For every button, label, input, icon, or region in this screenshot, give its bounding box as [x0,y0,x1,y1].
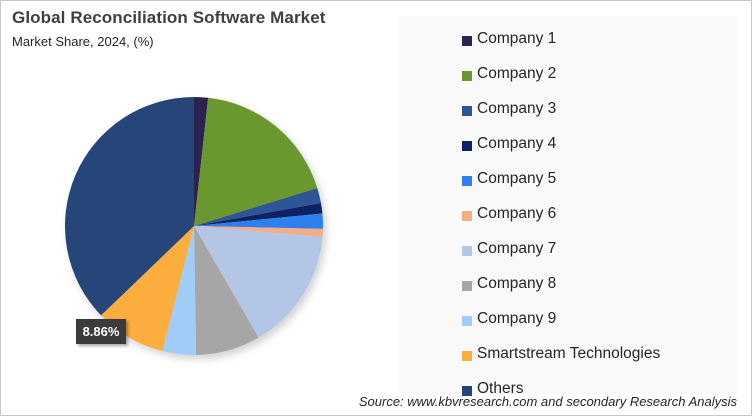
legend-item: Company 8 [462,268,660,303]
legend-item: Company 1 [462,23,660,58]
legend-item: Company 2 [462,58,660,93]
legend-label: Company 5 [477,169,557,187]
legend-label: Company 7 [477,239,557,257]
pie-slice-others [64,97,194,316]
pie-slice-company-1 [194,97,209,226]
legend-swatch-icon [462,35,472,46]
pie-slice-company-9 [162,226,197,355]
legend-item: Others [462,373,660,408]
pie-chart [51,83,341,373]
legend-swatch-icon [462,210,472,221]
legend-panel [399,16,737,394]
chart-legend: Company 1 Company 2 Company 3 Company 4 … [462,23,660,408]
legend-label: Smartstream Technologies [477,344,661,362]
legend-swatch-icon [462,105,472,116]
legend-item: Company 5 [462,163,660,198]
legend-label: Company 3 [477,99,557,117]
source-note: Source: www.kbvresearch.com and secondar… [358,394,737,409]
legend-swatch-icon [462,385,472,396]
legend-item: Company 4 [462,128,660,163]
legend-label: Company 4 [477,134,557,152]
legend-item: Company 7 [462,233,660,268]
legend-label: Company 2 [477,64,557,82]
pie-slice-company-7 [194,226,323,338]
legend-swatch-icon [462,70,472,81]
legend-swatch-icon [462,140,472,151]
legend-swatch-icon [462,245,472,256]
pie-slice-company-2 [194,97,318,226]
legend-item: Company 9 [462,303,660,338]
legend-label: Company 8 [477,274,557,292]
chart-title: Global Reconciliation Software Market [12,8,326,27]
legend-label: Others [477,379,524,397]
pie-slice-company-3 [194,188,321,226]
pie-slice-company-6 [194,226,323,237]
legend-item: Smartstream Technologies [462,338,660,373]
chart-subtitle: Market Share, 2024, (%) [12,34,154,49]
legend-item: Company 3 [462,93,660,128]
legend-swatch-icon [462,350,472,361]
pie-svg [64,97,324,355]
legend-label: Company 6 [477,204,557,222]
pie-slice-company-8 [194,226,259,355]
smartstream-data-label: 8.86% [76,319,126,344]
legend-swatch-icon [462,175,472,186]
legend-label: Company 1 [477,29,557,47]
legend-label: Company 9 [477,309,557,327]
legend-swatch-icon [462,315,472,326]
pie-slice-company-5 [194,213,324,229]
legend-item: Company 6 [462,198,660,233]
pie-slice-company-4 [194,203,323,226]
legend-swatch-icon [462,280,472,291]
